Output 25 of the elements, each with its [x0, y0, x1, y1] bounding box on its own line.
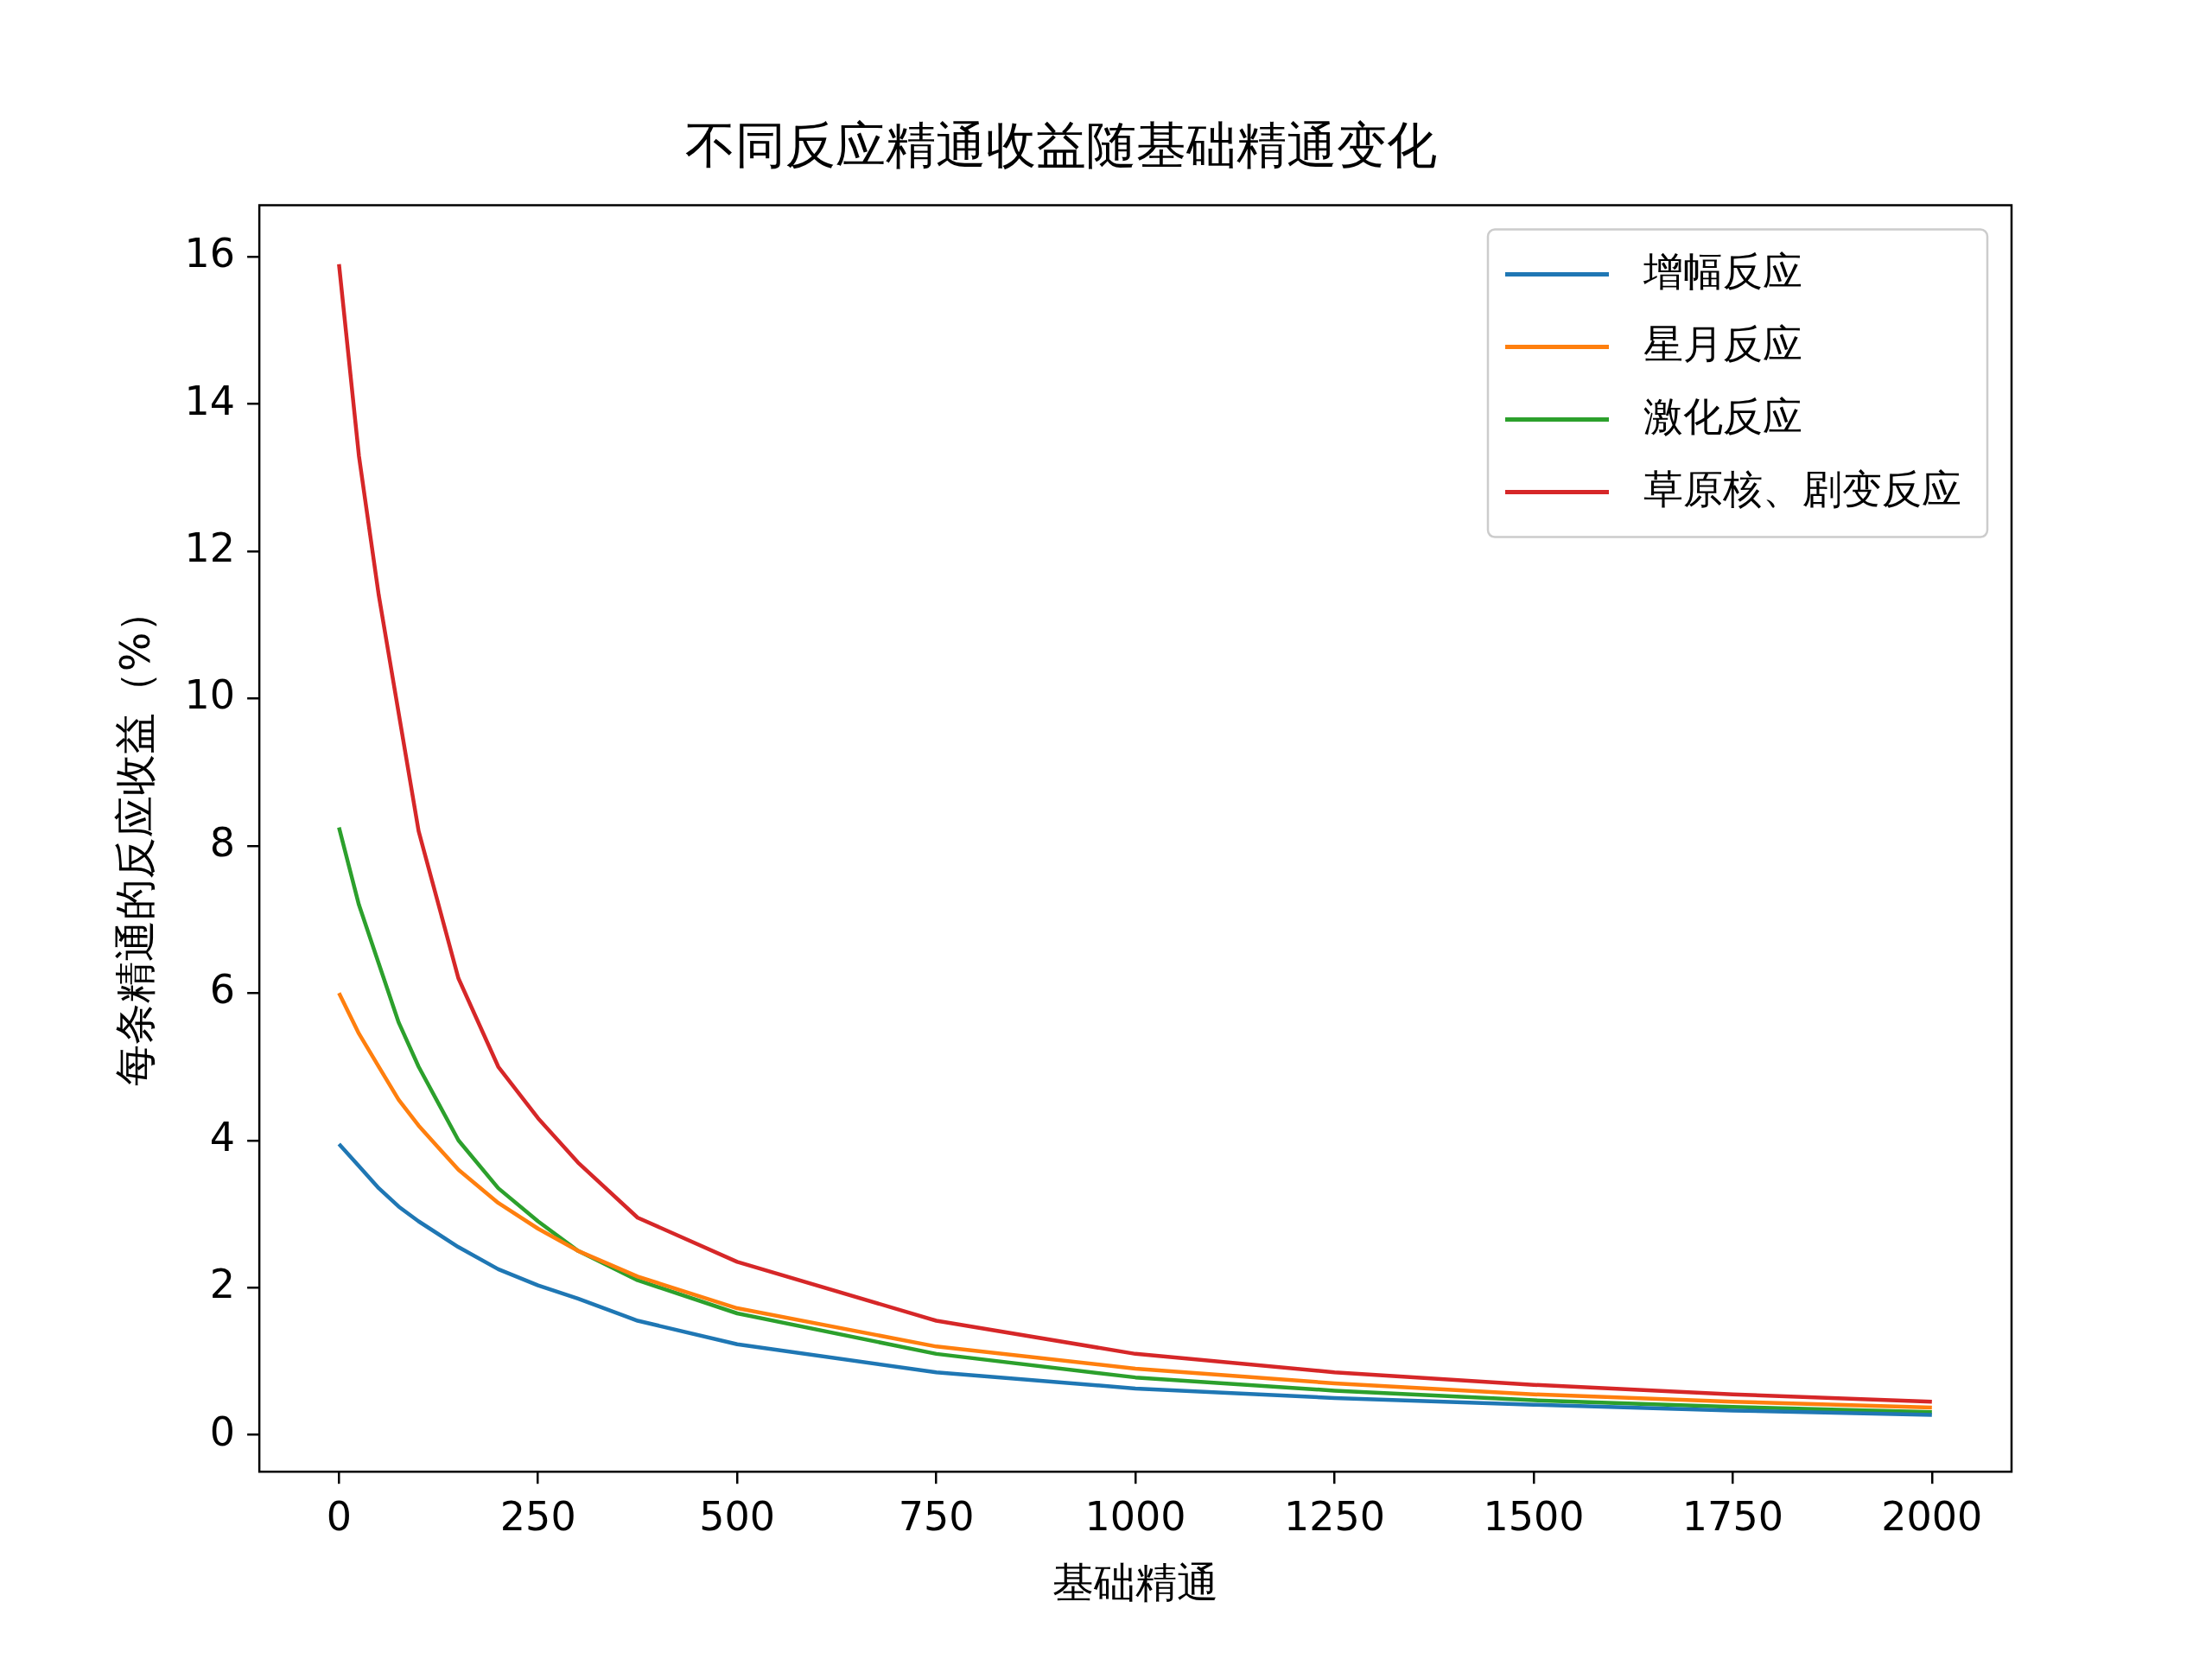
- legend-label: 草原核、剧变反应: [1643, 465, 1961, 512]
- x-tick-label: 2000: [1881, 1492, 1983, 1540]
- x-tick-label: 0: [326, 1492, 352, 1540]
- y-tick-label: 12: [184, 524, 236, 572]
- y-tick-label: 14: [184, 377, 236, 424]
- y-tick-label: 8: [209, 818, 236, 866]
- x-tick-label: 750: [898, 1492, 975, 1540]
- legend-label: 星月反应: [1643, 320, 1802, 367]
- x-tick-label: 250: [499, 1492, 576, 1540]
- y-tick-label: 2: [209, 1261, 236, 1308]
- legend-label: 激化反应: [1643, 392, 1802, 440]
- x-tick-label: 1250: [1283, 1492, 1386, 1540]
- x-tick-label: 1000: [1084, 1492, 1186, 1540]
- x-tick-label: 1500: [1483, 1492, 1585, 1540]
- x-tick-label: 500: [699, 1492, 776, 1540]
- y-tick-label: 10: [184, 671, 236, 719]
- x-tick-label: 1750: [1681, 1492, 1783, 1540]
- legend-label: 增幅反应: [1643, 247, 1802, 295]
- y-axis-title: 每条精通的反应收益（%）: [111, 590, 160, 1087]
- chart-title: 不同反应精通收益随基础精通变化: [685, 115, 1437, 175]
- y-tick-label: 0: [209, 1408, 236, 1455]
- x-axis-title: 基础精通: [1052, 1557, 1219, 1606]
- y-tick-label: 4: [209, 1113, 236, 1160]
- y-tick-label: 6: [209, 966, 236, 1014]
- y-tick-label: 16: [184, 230, 236, 277]
